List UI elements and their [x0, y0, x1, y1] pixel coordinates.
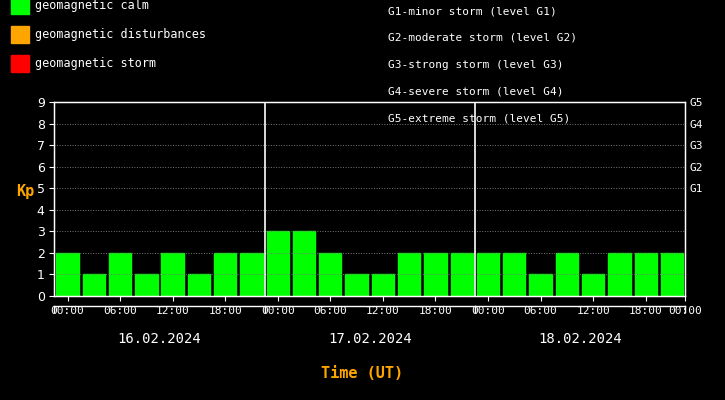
Bar [450, 253, 473, 296]
Bar [634, 253, 657, 296]
Bar [240, 253, 262, 296]
Text: G5-extreme storm (level G5): G5-extreme storm (level G5) [388, 113, 570, 123]
Text: 17.02.2024: 17.02.2024 [328, 332, 412, 346]
Bar [109, 253, 131, 296]
Text: G4-severe storm (level G4): G4-severe storm (level G4) [388, 86, 563, 96]
Bar [293, 231, 315, 296]
Text: Time (UT): Time (UT) [321, 366, 404, 381]
Bar [83, 274, 105, 296]
Bar [345, 274, 368, 296]
Bar [188, 274, 210, 296]
Bar [372, 274, 394, 296]
Bar [555, 253, 578, 296]
Text: 16.02.2024: 16.02.2024 [117, 332, 202, 346]
Bar [503, 253, 526, 296]
Text: G3-strong storm (level G3): G3-strong storm (level G3) [388, 60, 563, 70]
Bar [529, 274, 552, 296]
Bar [135, 274, 157, 296]
Text: G2-moderate storm (level G2): G2-moderate storm (level G2) [388, 33, 577, 43]
Bar [424, 253, 447, 296]
Bar [660, 253, 683, 296]
Bar [582, 274, 605, 296]
Bar [477, 253, 500, 296]
Bar [398, 253, 420, 296]
Bar [214, 253, 236, 296]
Text: G1-minor storm (level G1): G1-minor storm (level G1) [388, 6, 557, 16]
Bar [267, 231, 289, 296]
Text: 18.02.2024: 18.02.2024 [538, 332, 622, 346]
Bar [319, 253, 341, 296]
Text: geomagnetic disturbances: geomagnetic disturbances [35, 28, 206, 41]
Text: geomagnetic calm: geomagnetic calm [35, 0, 149, 12]
Bar [608, 253, 631, 296]
Bar [57, 253, 79, 296]
Y-axis label: Kp: Kp [17, 184, 35, 199]
Text: geomagnetic storm: geomagnetic storm [35, 57, 156, 70]
Bar [162, 253, 184, 296]
